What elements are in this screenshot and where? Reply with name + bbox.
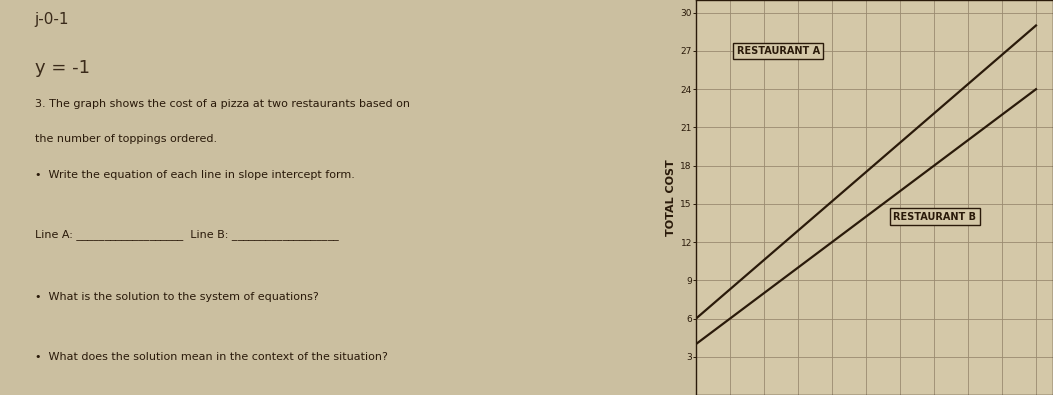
Text: •  What is the solution to the system of equations?: • What is the solution to the system of … xyxy=(35,292,319,302)
Y-axis label: TOTAL COST: TOTAL COST xyxy=(667,159,676,236)
Text: j-0-1: j-0-1 xyxy=(35,12,69,27)
Text: •  Write the equation of each line in slope intercept form.: • Write the equation of each line in slo… xyxy=(35,170,355,180)
Text: y = -1: y = -1 xyxy=(35,59,90,77)
Text: the number of toppings ordered.: the number of toppings ordered. xyxy=(35,134,217,144)
Text: •  What does the solution mean in the context of the situation?: • What does the solution mean in the con… xyxy=(35,352,388,361)
Text: RESTAURANT A: RESTAURANT A xyxy=(737,46,820,56)
Text: 3. The graph shows the cost of a pizza at two restaurants based on: 3. The graph shows the cost of a pizza a… xyxy=(35,99,410,109)
Text: Line A: ___________________  Line B: ___________________: Line A: ___________________ Line B: ____… xyxy=(35,229,339,240)
Text: RESTAURANT B: RESTAURANT B xyxy=(893,212,976,222)
